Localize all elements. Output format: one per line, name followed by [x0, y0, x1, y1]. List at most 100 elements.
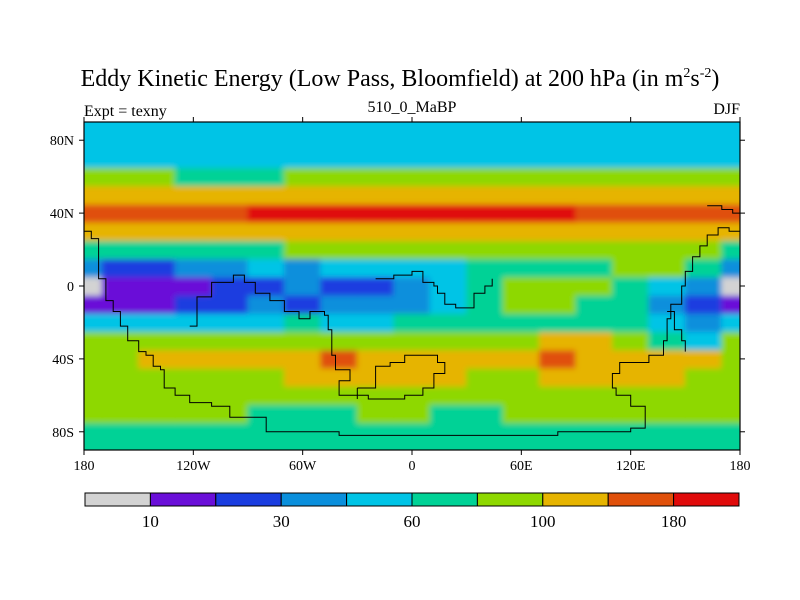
contour-field — [84, 122, 740, 450]
field-cell — [101, 203, 140, 223]
field-cell — [211, 239, 249, 260]
field-cell — [393, 148, 431, 169]
field-cell — [247, 185, 285, 205]
field-cell — [211, 385, 249, 405]
field-cell — [721, 130, 740, 150]
field-cell — [174, 440, 213, 450]
field-cell — [320, 239, 358, 260]
field-cell — [429, 167, 468, 187]
field-cell — [539, 403, 577, 424]
field-cell — [539, 331, 577, 351]
field-cell — [211, 203, 249, 223]
field-cell — [429, 276, 468, 296]
field-cell — [539, 167, 577, 187]
colorbar-swatch — [346, 492, 413, 507]
field-cell — [684, 185, 723, 205]
field-cell — [247, 312, 285, 333]
field-cell — [211, 312, 249, 333]
field-cell — [211, 422, 249, 442]
y-tick-label: 0 — [67, 280, 74, 295]
field-cell — [575, 294, 613, 314]
field-cell — [429, 385, 468, 405]
field-cell — [247, 276, 285, 296]
field-cell — [648, 385, 686, 405]
field-cell — [138, 385, 176, 405]
colorbar-swatch — [476, 492, 544, 507]
field-cell — [684, 367, 723, 387]
field-cell — [611, 239, 650, 260]
colorbar-swatch — [84, 492, 151, 507]
field-cell — [174, 148, 213, 169]
field-cell — [211, 122, 249, 132]
field-cell — [539, 148, 577, 169]
field-cell — [138, 331, 176, 351]
field-cell — [84, 167, 103, 187]
field-cell — [356, 403, 395, 424]
field-cell — [138, 203, 176, 223]
colorbar: 10 30 60 100 180 — [84, 492, 740, 531]
field-cell — [575, 258, 613, 278]
field-cell — [684, 294, 723, 314]
field-cell — [393, 185, 431, 205]
field-cell — [283, 167, 322, 187]
field-cell — [466, 148, 504, 169]
field-cell — [211, 258, 249, 278]
field-cell — [101, 422, 140, 442]
field-cell — [429, 203, 468, 223]
field-cell — [684, 221, 723, 241]
x-tick-label: 180 — [74, 459, 95, 474]
colorbar-swatch — [673, 492, 740, 507]
field-cell — [684, 422, 723, 442]
field-cell — [721, 349, 740, 369]
field-cell — [320, 185, 358, 205]
y-tick-label: 40N — [50, 207, 74, 222]
field-cell — [138, 148, 176, 169]
field-cell — [502, 258, 541, 278]
field-cell — [283, 221, 322, 241]
field-cell — [684, 122, 723, 132]
field-cell — [101, 122, 140, 132]
field-cell — [84, 403, 103, 424]
field-cell — [320, 148, 358, 169]
field-cell — [429, 148, 468, 169]
field-cell — [247, 203, 285, 223]
field-cell — [429, 130, 468, 150]
field-cell — [648, 294, 686, 314]
field-cell — [138, 276, 176, 296]
y-axis: 80N 40N 0 40S 80S — [50, 134, 745, 441]
field-cell — [211, 148, 249, 169]
field-cell — [84, 239, 103, 260]
field-cell — [138, 349, 176, 369]
field-cell — [539, 349, 577, 369]
field-cell — [393, 122, 431, 132]
field-cell — [684, 167, 723, 187]
field-cell — [320, 440, 358, 450]
field-cell — [721, 403, 740, 424]
coastline — [84, 227, 740, 436]
field-cell — [247, 130, 285, 150]
field-cell — [356, 221, 395, 241]
field-cell — [721, 294, 740, 314]
field-cell — [283, 385, 322, 405]
field-cell — [684, 239, 723, 260]
field-cell — [84, 276, 103, 296]
field-cell — [502, 294, 541, 314]
field-cell — [648, 203, 686, 223]
field-cell — [138, 258, 176, 278]
field-cell — [466, 422, 504, 442]
field-cell — [84, 440, 103, 450]
field-cell — [101, 258, 140, 278]
field-cell — [539, 385, 577, 405]
field-cell — [648, 276, 686, 296]
field-cell — [84, 221, 103, 241]
field-cell — [320, 294, 358, 314]
field-cell — [247, 349, 285, 369]
field-cell — [101, 331, 140, 351]
field-cell — [611, 403, 650, 424]
field-cell — [429, 349, 468, 369]
field-cell — [539, 440, 577, 450]
colorbar-swatch — [149, 492, 217, 507]
field-cell — [466, 385, 504, 405]
field-cell — [648, 185, 686, 205]
field-cell — [684, 148, 723, 169]
